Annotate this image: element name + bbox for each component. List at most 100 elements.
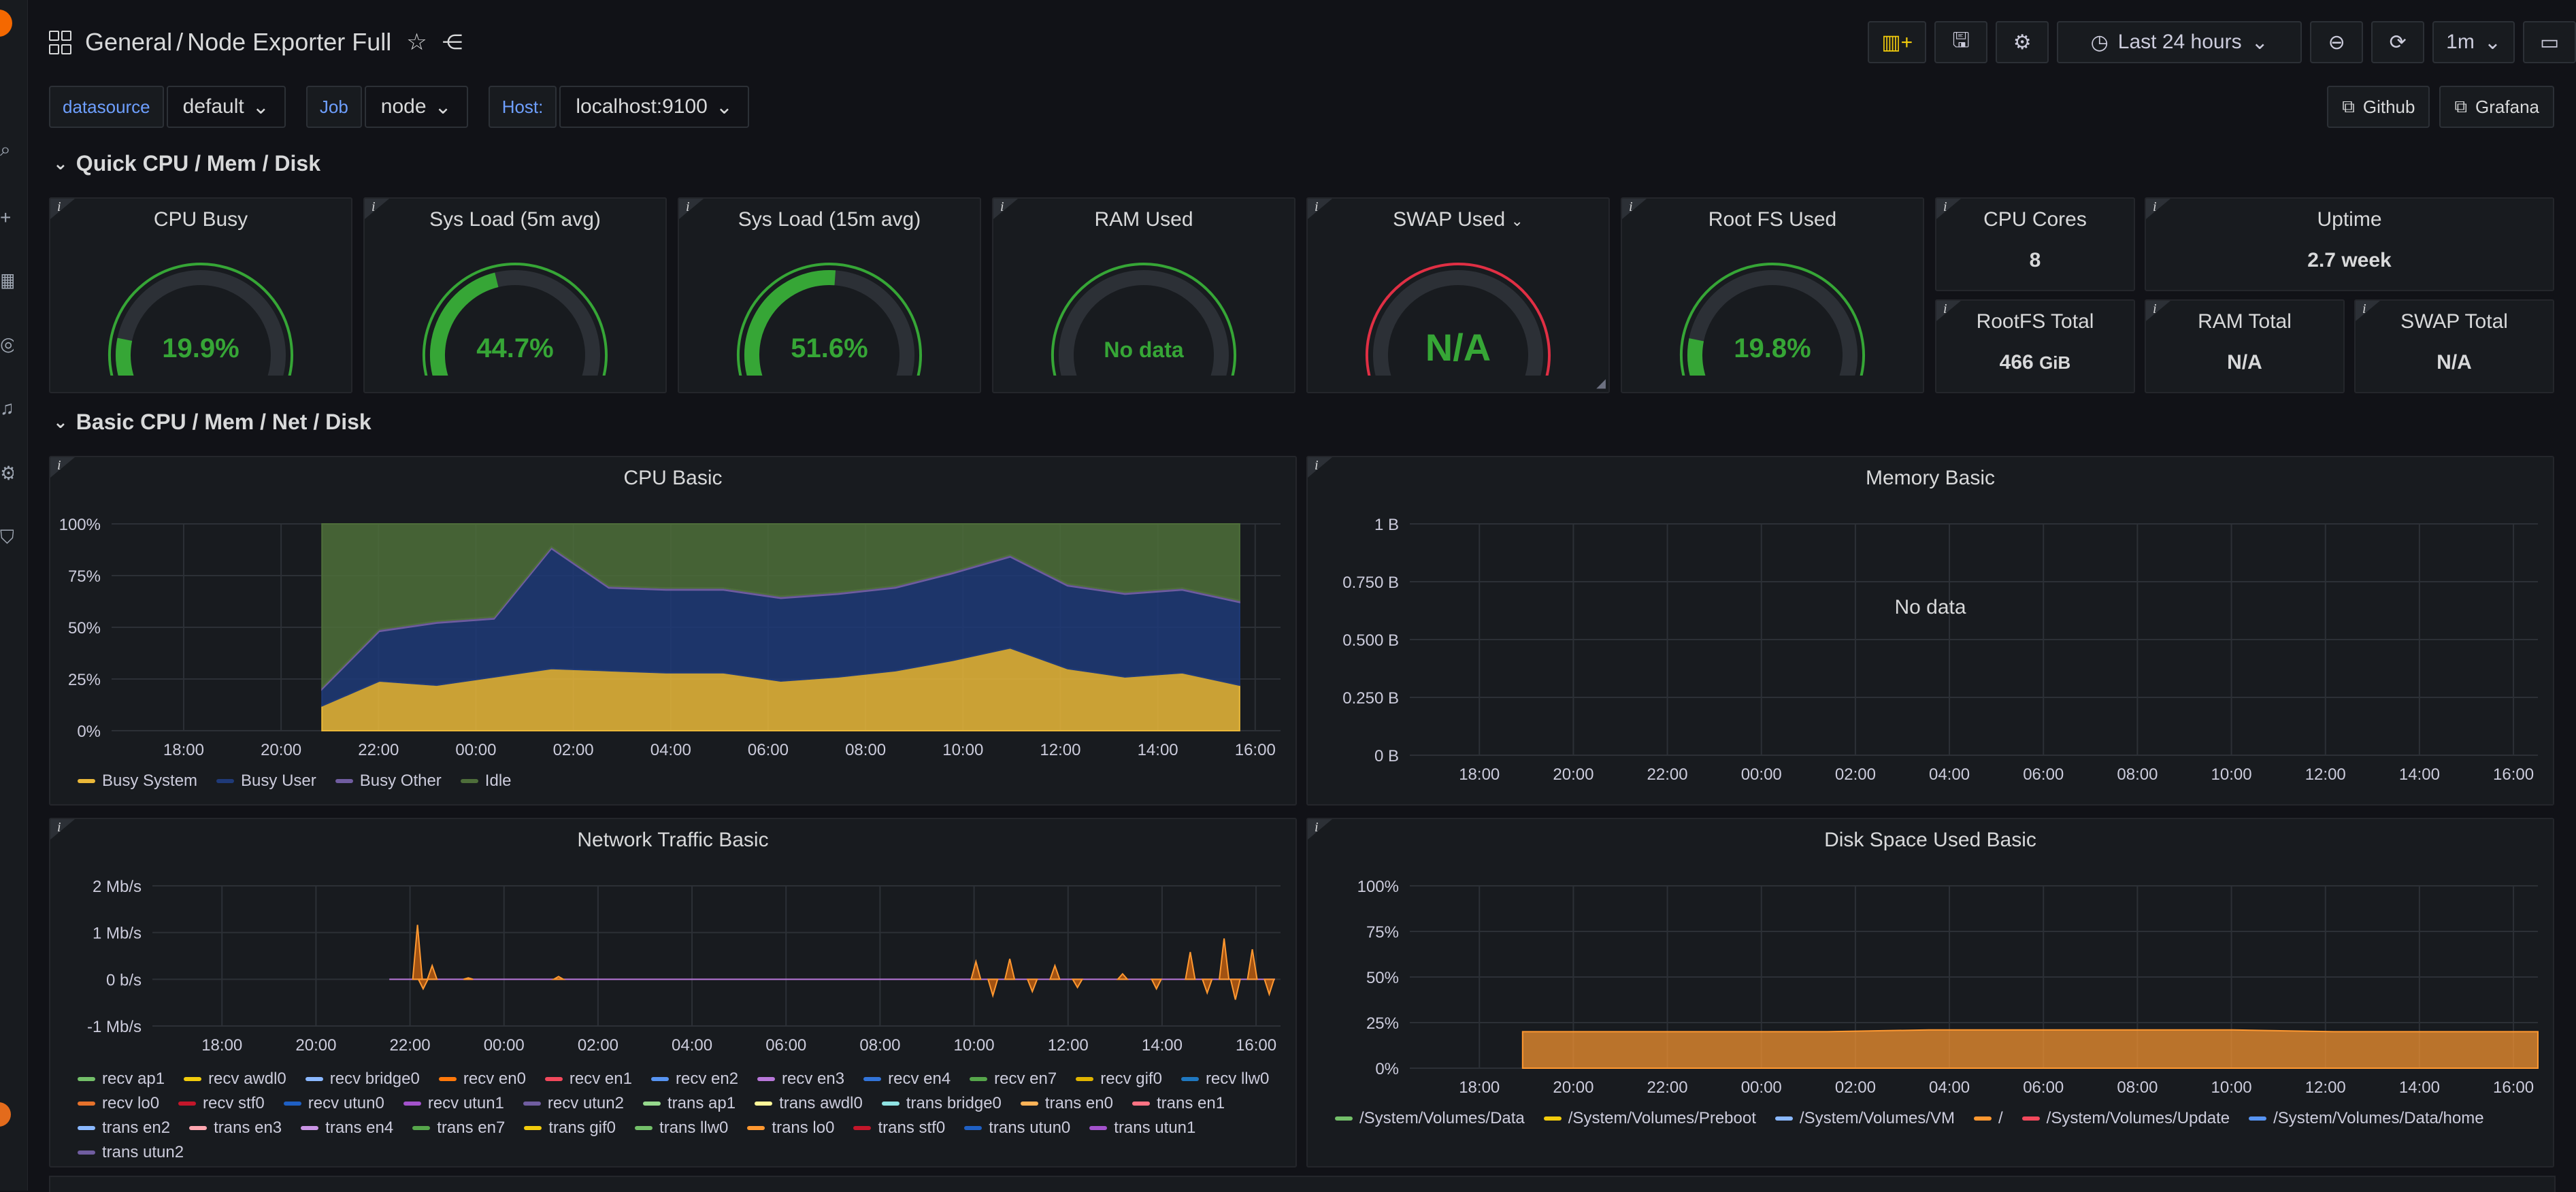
star-icon[interactable]: ☆ bbox=[406, 29, 427, 55]
variable-select-host[interactable]: localhost:9100 ⌄ bbox=[559, 86, 749, 128]
stat-panel-uptime[interactable]: i Uptime 2.7 week bbox=[2145, 197, 2554, 291]
legend-item[interactable]: recv utun1 bbox=[403, 1094, 504, 1113]
resize-handle-icon[interactable]: ◢ bbox=[1596, 376, 1606, 390]
user-avatar[interactable] bbox=[0, 1102, 11, 1127]
alerting-icon[interactable]: ♫ bbox=[0, 397, 14, 418]
x-tick-label: 10:00 bbox=[2211, 1078, 2252, 1097]
legend-item[interactable]: recv en0 bbox=[438, 1070, 526, 1089]
legend-item[interactable]: recv gif0 bbox=[1076, 1070, 1162, 1089]
legend-item[interactable]: recv stf0 bbox=[178, 1094, 265, 1113]
gauge-panel-swap-used[interactable]: i SWAP Used ⌄ N/A ◢ bbox=[1306, 197, 1610, 393]
grafana-link[interactable]: ⧉ Grafana bbox=[2439, 86, 2554, 128]
timeseries-panel-network-basic[interactable]: i Network Traffic Basic 2 Mb/s 1 Mb/s 0 b/… bbox=[49, 818, 1297, 1168]
gauge-panel-ram-used[interactable]: i RAM Used No data bbox=[992, 197, 1295, 393]
timeseries-panel-disk-basic[interactable]: i Disk Space Used Basic 100% 75% 50% 25% 0% 1… bbox=[1306, 818, 2554, 1168]
x-tick-label: 02:00 bbox=[1835, 765, 1876, 784]
legend-item[interactable]: trans en4 bbox=[301, 1119, 393, 1138]
tv-mode-button[interactable]: ▭ bbox=[2523, 21, 2576, 63]
breadcrumb-folder[interactable]: General bbox=[85, 28, 173, 56]
timeseries-panel-cpu-basic[interactable]: i CPU Basic 100% 75% 50% 25% 0% 18:00 20:00 22:… bbox=[49, 456, 1297, 806]
legend-color-swatch bbox=[78, 1150, 95, 1155]
legend-item[interactable]: trans ap1 bbox=[642, 1094, 736, 1113]
legend-item[interactable]: trans utun0 bbox=[964, 1119, 1070, 1138]
shield-icon[interactable]: ⛉ bbox=[0, 527, 14, 548]
legend-item[interactable]: Busy System bbox=[78, 772, 197, 791]
legend-item[interactable]: recv bridge0 bbox=[305, 1070, 420, 1089]
legend-item[interactable]: trans llw0 bbox=[635, 1119, 728, 1138]
dashboards-icon[interactable]: ▦ bbox=[0, 269, 14, 291]
refresh-interval-picker[interactable]: 1m ⌄ bbox=[2432, 21, 2515, 63]
legend-item[interactable]: trans en3 bbox=[189, 1119, 282, 1138]
legend-item[interactable]: recv en1 bbox=[544, 1070, 632, 1089]
legend-item[interactable]: Busy Other bbox=[335, 772, 442, 791]
chevron-down-icon: ⌄ bbox=[53, 412, 68, 432]
stat-panel-cpu-cores[interactable]: i CPU Cores 8 bbox=[1935, 197, 2135, 291]
grafana-logo[interactable] bbox=[0, 10, 12, 37]
legend-item[interactable]: /System/Volumes/Update bbox=[2021, 1109, 2230, 1128]
zoom-out-button[interactable]: ⊖ bbox=[2310, 21, 2364, 63]
legend-item[interactable]: trans en1 bbox=[1132, 1094, 1225, 1113]
panel-title: Memory Basic bbox=[1865, 467, 1996, 489]
legend-item[interactable]: recv en2 bbox=[650, 1070, 739, 1089]
legend-label: recv en2 bbox=[675, 1070, 739, 1088]
legend-item[interactable]: Busy User bbox=[216, 772, 316, 791]
legend-item[interactable]: recv lo0 bbox=[78, 1094, 159, 1113]
legend-item[interactable]: trans en7 bbox=[412, 1119, 505, 1138]
legend-item[interactable]: trans utun1 bbox=[1089, 1119, 1195, 1138]
traffic-spike bbox=[1071, 978, 1084, 989]
dashboard-name[interactable]: Node Exporter Full bbox=[187, 28, 392, 56]
row-quick-cpu[interactable]: ⌄ Quick CPU / Mem / Disk bbox=[53, 151, 320, 176]
github-link[interactable]: ⧉ Github bbox=[2327, 86, 2430, 128]
gauge-panel-sysload-5m[interactable]: i Sys Load (5m avg) 44.7% bbox=[363, 197, 667, 393]
legend-item[interactable]: trans en2 bbox=[78, 1119, 170, 1138]
legend-item[interactable]: / bbox=[1973, 1109, 2003, 1128]
refresh-button[interactable]: ⟳ bbox=[2371, 21, 2425, 63]
legend-item[interactable]: recv en3 bbox=[757, 1070, 844, 1089]
y-tick-label: 0.500 B bbox=[1342, 631, 1399, 650]
legend-item[interactable]: trans gif0 bbox=[524, 1119, 616, 1138]
legend-item[interactable]: trans en0 bbox=[1020, 1094, 1113, 1113]
legend-item[interactable]: recv utun0 bbox=[283, 1094, 384, 1113]
legend-item[interactable]: trans lo0 bbox=[747, 1119, 834, 1138]
add-panel-button[interactable]: ▥+ bbox=[1868, 21, 1927, 63]
plus-icon[interactable]: + bbox=[0, 207, 12, 228]
gauge-panel-rootfs-used[interactable]: i Root FS Used 19.8% bbox=[1621, 197, 1924, 393]
settings-icon[interactable]: ⚙ bbox=[0, 463, 14, 484]
stat-panel-rootfs-total[interactable]: i RootFS Total 466 GiB bbox=[1935, 299, 2135, 393]
y-tick-label: 25% bbox=[1366, 1014, 1399, 1033]
time-picker[interactable]: ◷ Last 24 hours ⌄ bbox=[2057, 21, 2302, 63]
legend-item[interactable]: /System/Volumes/VM bbox=[1774, 1109, 1955, 1128]
variable-select-datasource[interactable]: default ⌄ bbox=[166, 86, 286, 128]
legend-item[interactable]: trans bridge0 bbox=[881, 1094, 1002, 1113]
legend-item[interactable]: trans awdl0 bbox=[755, 1094, 863, 1113]
settings-button[interactable]: ⚙ bbox=[1996, 21, 2049, 63]
stat-panel-swap-total[interactable]: i SWAP Total N/A bbox=[2354, 299, 2554, 393]
share-icon[interactable]: ⋲ bbox=[442, 31, 463, 54]
legend-item[interactable]: /System/Volumes/Data bbox=[1335, 1109, 1525, 1128]
legend-item[interactable]: recv en4 bbox=[863, 1070, 951, 1089]
legend-color-swatch bbox=[1076, 1077, 1094, 1081]
legend-item[interactable]: Idle bbox=[460, 772, 512, 791]
legend-item[interactable]: recv llw0 bbox=[1180, 1070, 1269, 1089]
legend-label: recv ap1 bbox=[102, 1070, 165, 1088]
explore-icon[interactable]: ◎ bbox=[0, 333, 14, 354]
legend-item[interactable]: trans utun2 bbox=[78, 1143, 184, 1162]
gauge-panel-sysload-15m[interactable]: i Sys Load (15m avg) 51.6% bbox=[678, 197, 981, 393]
stat-panel-ram-total[interactable]: i RAM Total N/A bbox=[2145, 299, 2345, 393]
breadcrumb[interactable]: General / Node Exporter Full bbox=[85, 28, 392, 56]
y-tick-label: 0.750 B bbox=[1342, 574, 1399, 592]
legend-item[interactable]: /System/Volumes/Data/home bbox=[2249, 1109, 2484, 1128]
variable-select-job[interactable]: node ⌄ bbox=[364, 86, 468, 128]
legend-item[interactable]: recv utun2 bbox=[523, 1094, 624, 1113]
legend-item[interactable]: trans stf0 bbox=[853, 1119, 945, 1138]
search-icon[interactable]: ⌕ bbox=[0, 139, 11, 160]
save-button[interactable]: 🖫 bbox=[1934, 21, 1988, 63]
legend-item[interactable]: recv awdl0 bbox=[184, 1070, 286, 1089]
legend-item[interactable]: /System/Volumes/Preboot bbox=[1543, 1109, 1756, 1128]
legend-item[interactable]: recv ap1 bbox=[78, 1070, 165, 1089]
gauge-value: N/A bbox=[1425, 326, 1491, 369]
legend-item[interactable]: recv en7 bbox=[970, 1070, 1057, 1089]
row-basic[interactable]: ⌄ Basic CPU / Mem / Net / Disk bbox=[53, 410, 371, 435]
gauge-panel-cpu-busy[interactable]: i CPU Busy 19.9% bbox=[49, 197, 352, 393]
